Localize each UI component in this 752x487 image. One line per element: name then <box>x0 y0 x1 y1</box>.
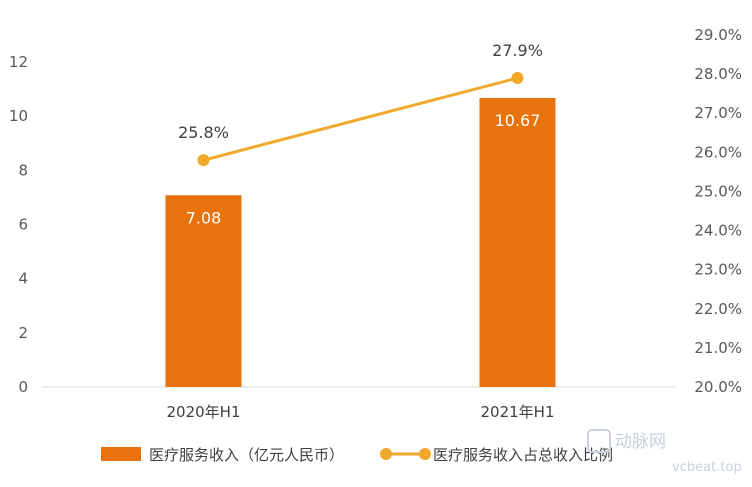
y-right-tick-label: 22.0% <box>694 300 742 318</box>
data-labels: 7.08 10.67 25.8% 27.9% <box>178 41 543 227</box>
y-left-tick-label: 10 <box>9 107 28 125</box>
legend-line-label: 医疗服务收入占总收入比例 <box>433 446 613 464</box>
bars <box>165 98 556 387</box>
watermark: 动脉网 vcbeat.top <box>587 429 742 475</box>
line-point <box>197 154 210 167</box>
legend-bar-label: 医疗服务收入（亿元人民币） <box>149 446 344 464</box>
y-right-tick-label: 27.0% <box>694 104 742 122</box>
line-data-label: 27.9% <box>492 41 543 60</box>
x-tick-label: 2020年H1 <box>167 403 241 421</box>
y-right-tick-label: 24.0% <box>694 222 742 240</box>
line-data-label: 25.8% <box>178 123 229 142</box>
y-right-tick-label: 21.0% <box>694 339 742 357</box>
y-left-tick-label: 8 <box>18 161 28 179</box>
legend-line-marker <box>419 448 431 460</box>
y-right-tick-label: 29.0% <box>694 26 742 44</box>
legend-bar-swatch <box>101 447 141 461</box>
y-right-tick-label: 28.0% <box>694 65 742 83</box>
y-right-tick-label: 26.0% <box>694 143 742 161</box>
line-series <box>197 72 524 167</box>
watermark-logo-icon <box>587 429 611 453</box>
bar <box>479 98 556 387</box>
y-left-tick-label: 2 <box>18 324 28 342</box>
legend: 医疗服务收入（亿元人民币） 医疗服务收入占总收入比例 <box>101 446 613 464</box>
bar-data-label: 7.08 <box>186 208 222 227</box>
y-left-tick-label: 4 <box>18 270 28 288</box>
y-right-tick-label: 20.0% <box>694 378 742 396</box>
watermark-brand: 动脉网 <box>615 432 666 452</box>
y-right-tick-label: 23.0% <box>694 261 742 279</box>
watermark-site: vcbeat.top <box>672 460 742 475</box>
y-left-tick-label: 6 <box>18 216 28 234</box>
legend-line-marker <box>380 448 392 460</box>
y-right-tick-label: 25.0% <box>694 182 742 200</box>
line-point <box>511 72 524 85</box>
axes: 0 2 4 6 8 10 12 20.0% 21.0% 22.0% 23.0% 24.0% 25.0% 2… <box>9 26 742 421</box>
y-left-tick-label: 0 <box>18 378 28 396</box>
bar-data-label: 10.67 <box>495 111 541 130</box>
series-line <box>203 76 518 162</box>
bar <box>165 195 242 387</box>
x-tick-label: 2021年H1 <box>481 403 555 421</box>
y-left-tick-label: 12 <box>9 53 28 71</box>
